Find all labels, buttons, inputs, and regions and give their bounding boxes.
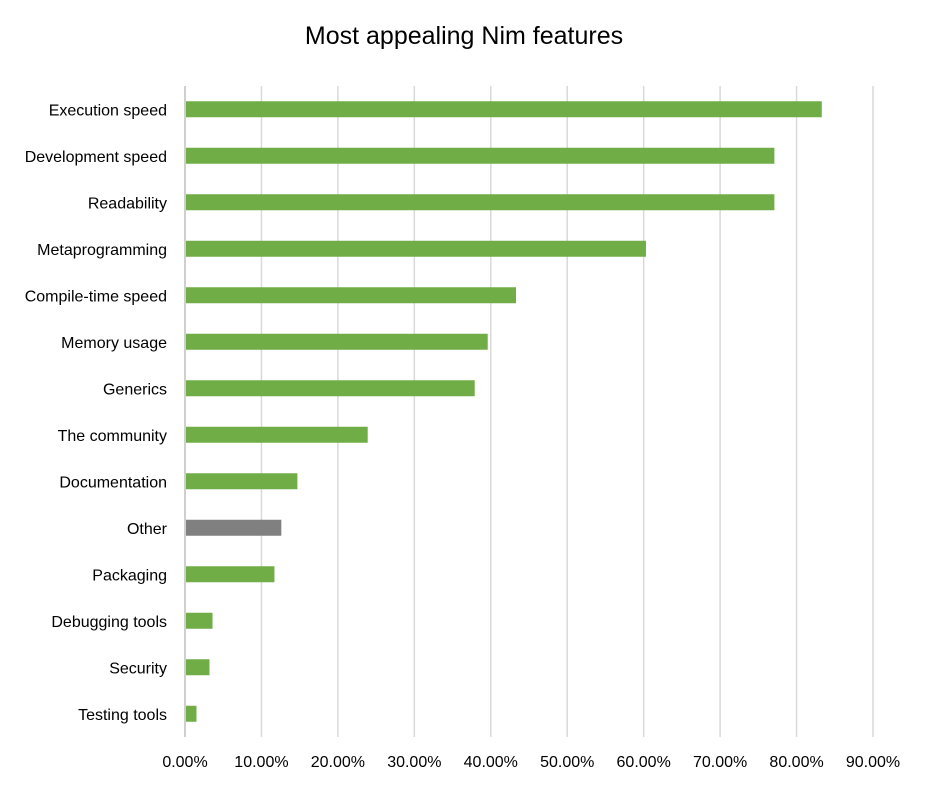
bar <box>186 473 298 490</box>
bar <box>186 287 517 304</box>
x-tick-label: 10.00% <box>234 754 288 771</box>
category-label: Generics <box>103 381 167 398</box>
bar <box>186 705 197 722</box>
bar <box>186 659 210 676</box>
x-tick-label: 30.00% <box>387 754 441 771</box>
bar <box>186 566 275 583</box>
x-tick-label: 50.00% <box>540 754 594 771</box>
chart-title: Most appealing Nim features <box>304 22 624 50</box>
category-label: Metaprogramming <box>37 242 167 259</box>
category-label: The community <box>58 428 167 445</box>
category-label: Documentation <box>59 474 167 491</box>
bar <box>186 240 646 257</box>
category-label: Compile-time speed <box>25 288 167 305</box>
bar <box>186 380 475 397</box>
x-tick-label: 40.00% <box>464 754 518 771</box>
bar <box>186 101 822 118</box>
category-label: Security <box>109 660 167 677</box>
bar <box>186 519 282 536</box>
x-tick-label: 70.00% <box>693 754 747 771</box>
category-label: Execution speed <box>49 102 167 119</box>
category-label: Testing tools <box>78 707 167 724</box>
bar <box>186 426 368 443</box>
bar <box>186 333 488 350</box>
category-label: Readability <box>88 195 167 212</box>
category-label: Development speed <box>25 149 167 166</box>
bar <box>186 194 775 211</box>
category-label: Packaging <box>92 567 167 584</box>
x-tick-label: 20.00% <box>311 754 365 771</box>
x-tick-label: 60.00% <box>617 754 671 771</box>
bar <box>186 147 775 164</box>
bar <box>186 612 213 629</box>
category-label: Other <box>127 521 168 538</box>
x-tick-label: 0.00% <box>162 754 207 771</box>
category-label: Debugging tools <box>51 614 167 631</box>
category-label: Memory usage <box>61 335 167 352</box>
x-tick-label: 80.00% <box>769 754 823 771</box>
x-tick-label: 90.00% <box>846 754 900 771</box>
